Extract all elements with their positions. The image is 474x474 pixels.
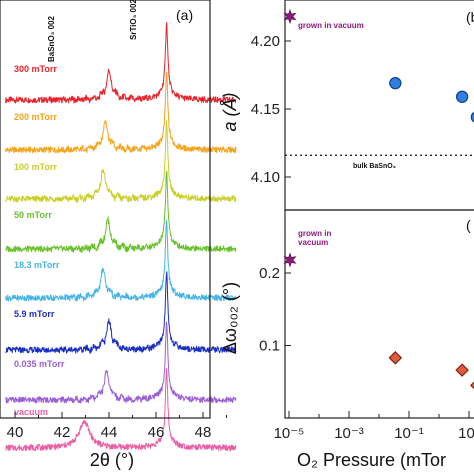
panel-a: 300 mTorr 200 mTorr 100 mTorr 50 mTorr 18.3 …	[0, 0, 237, 470]
panel-c: 0.10.2 Δω₀₀₂ (°) grown in vacuum 10⁻⁵ 10⁻…	[220, 209, 474, 470]
panel-label-c: (	[466, 217, 471, 233]
x-tick-label: 42	[54, 424, 71, 441]
xrd-series-label: 18.3 mTorr	[14, 260, 60, 270]
xrd-trace-line	[5, 72, 237, 154]
vacuum-annotation-b: grown in vacuum	[298, 21, 364, 30]
x-axis-label-c: O₂ Pressure (mTor	[297, 450, 446, 470]
x-tick-label: 44	[101, 424, 118, 441]
x-tick-label: 10⁻⁵	[274, 425, 305, 442]
x-tick-label: 10¹	[458, 425, 474, 442]
x-tick-label: 10⁻¹	[394, 425, 424, 442]
panel-label-b: (b	[466, 9, 474, 25]
xrd-trace-line	[5, 271, 237, 354]
y-axis-ticks-b: 4.10 4.15 4.20	[251, 33, 291, 186]
rocking-curve-marker	[470, 381, 474, 390]
xrd-series-labels: 300 mTorr 200 mTorr 100 mTorr 50 mTorr 18.3 …	[14, 64, 65, 417]
x-tick-label: 10⁻³	[334, 425, 364, 442]
xrd-trace-line	[5, 170, 237, 253]
lattice-point-marker	[389, 77, 402, 90]
vacuum-star-marker	[283, 252, 297, 268]
y-tick-label: 4.10	[251, 169, 280, 186]
rocking-curve-marker	[388, 351, 403, 365]
vacuum-annotation-c-line2: vacuum	[298, 238, 328, 247]
bulk-reference-label: bulk BaSnO₃	[353, 163, 396, 170]
panel-b: 4.10 4.15 4.20 a (Å) bulk BaSnO₃ grown in …	[220, 0, 474, 211]
y-axis-label-c: Δω₀₀₂ (°)	[220, 282, 240, 354]
y-axis-ticks-c: 0.1 0.2	[259, 265, 291, 355]
lattice-point-marker	[455, 90, 469, 103]
panel-b-frame	[284, 0, 474, 211]
peak-label-basno3: BaSnO₃ 002	[47, 16, 56, 62]
vacuum-annotation-c: grown in vacuum	[298, 229, 334, 247]
x-axis-ticks-c: 10⁻⁵ 10⁻³ 10⁻¹ 10¹	[274, 411, 474, 442]
vacuum-annotation-c-line1: grown in	[298, 229, 331, 238]
xrd-series-label: 200 mTorr	[14, 112, 57, 122]
xrd-traces	[5, 21, 237, 452]
xrd-trace-line	[5, 321, 237, 404]
xrd-series-label: 50 mTorr	[14, 210, 52, 220]
peak-label-srtio3: SrTiO₃ 002	[129, 0, 138, 40]
xrd-series-label: 0.035 mTorr	[14, 359, 65, 369]
scatter-points-b	[283, 8, 474, 123]
xrd-trace-line	[5, 21, 237, 104]
y-tick-label: 4.20	[251, 33, 280, 50]
y-tick-label: 0.2	[259, 265, 280, 282]
y-axis-label-b: a (Å)	[220, 92, 240, 131]
xrd-trace-line	[5, 368, 237, 452]
xrd-series-label: 5.9 mTorr	[14, 309, 55, 319]
scatter-points-c	[283, 252, 474, 390]
x-axis-label-a: 2θ (°)	[90, 450, 134, 470]
x-tick-label: 40	[7, 424, 24, 441]
panel-label-a: (a)	[176, 7, 193, 23]
x-axis-ticks-a: 40 42 44 46 48	[7, 412, 227, 441]
y-tick-label: 4.15	[251, 101, 280, 118]
xrd-trace-line	[5, 120, 237, 203]
xrd-series-label: vacuum	[14, 407, 48, 417]
y-tick-label: 0.1	[259, 338, 280, 355]
panel-c-frame	[284, 209, 474, 419]
xrd-series-label: 300 mTorr	[14, 64, 57, 74]
x-tick-label: 48	[195, 424, 212, 441]
xrd-series-label: 100 mTorr	[14, 162, 57, 172]
xrd-trace-line	[5, 219, 237, 302]
x-tick-label: 46	[148, 424, 165, 441]
lattice-point-marker	[470, 111, 474, 123]
rocking-curve-marker	[455, 363, 469, 377]
panel-a-frame	[0, 0, 211, 419]
vacuum-star-marker	[283, 8, 297, 25]
